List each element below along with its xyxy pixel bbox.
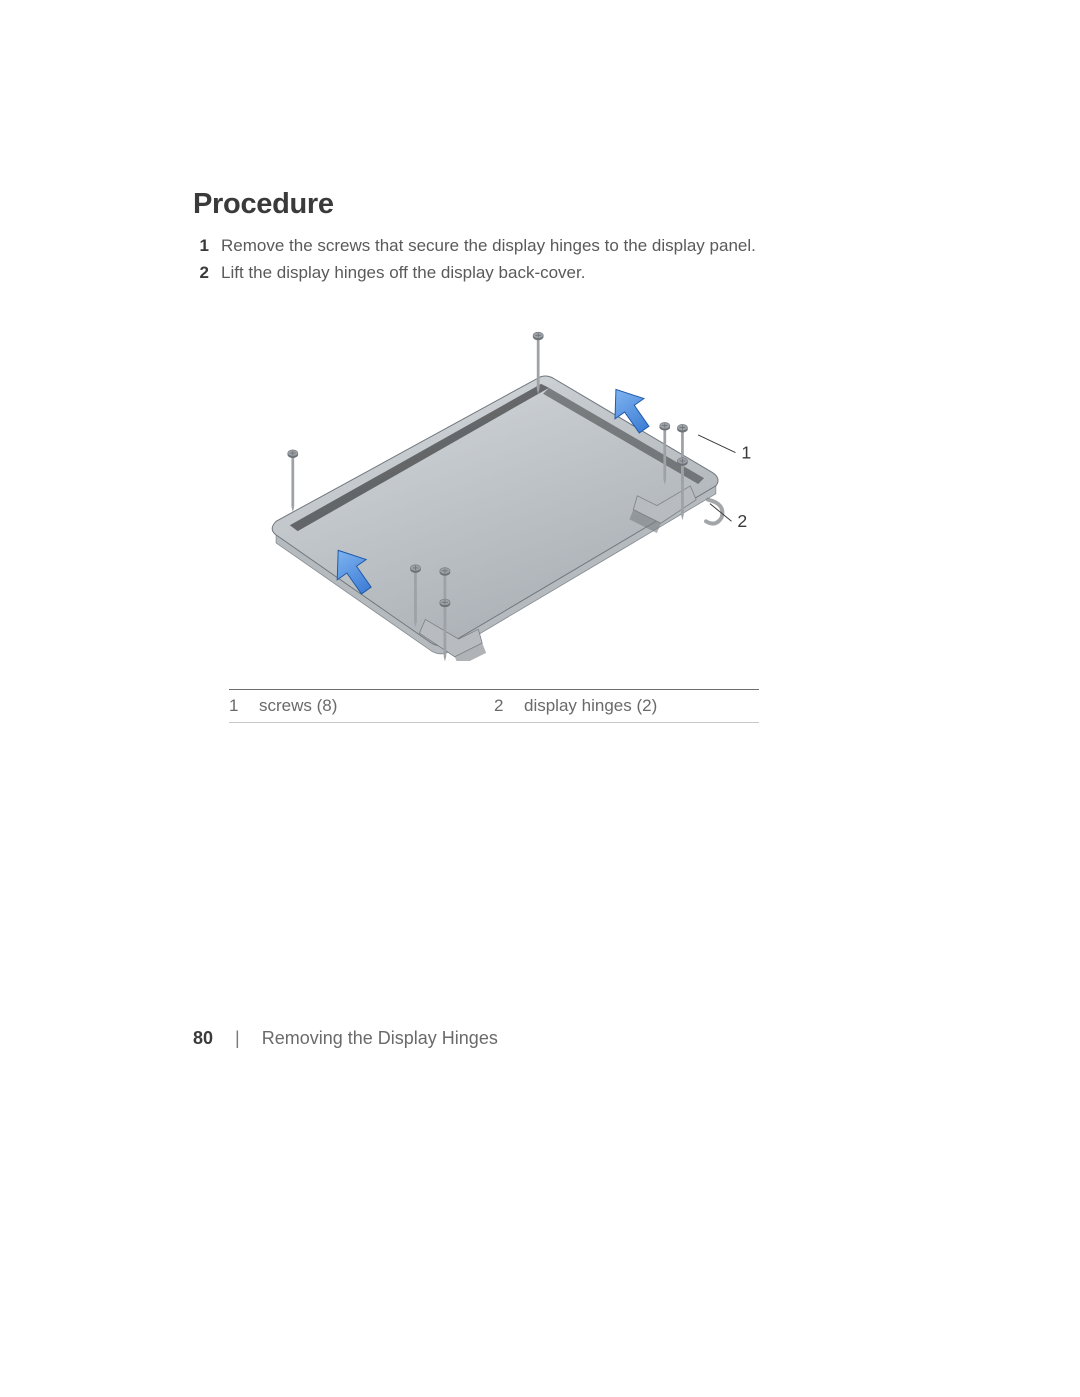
step-2-text: Lift the display hinges off the display … — [221, 262, 893, 285]
svg-text:2: 2 — [737, 511, 747, 531]
page-footer: 80 | Removing the Display Hinges — [193, 1028, 498, 1049]
step-1-number: 1 — [193, 235, 221, 258]
page-content: Procedure 1 Remove the screws that secur… — [193, 188, 893, 723]
diagram-svg: 12 — [229, 307, 759, 661]
footer-page-number: 80 — [193, 1028, 213, 1049]
procedure-steps: 1 Remove the screws that secure the disp… — [193, 235, 893, 285]
display-hinge-diagram: 12 — [229, 307, 759, 661]
legend-1-num: 1 — [229, 696, 259, 716]
step-1: 1 Remove the screws that secure the disp… — [193, 235, 893, 258]
legend-1-label: screws (8) — [259, 696, 494, 716]
legend-2-num: 2 — [494, 696, 524, 716]
step-1-text: Remove the screws that secure the displa… — [221, 235, 893, 258]
svg-text:1: 1 — [741, 442, 751, 462]
footer-section-title: Removing the Display Hinges — [262, 1028, 498, 1049]
footer-separator: | — [235, 1028, 240, 1049]
step-2-number: 2 — [193, 262, 221, 285]
procedure-heading: Procedure — [193, 188, 893, 221]
legend-2-label: display hinges (2) — [524, 696, 759, 716]
step-2: 2 Lift the display hinges off the displa… — [193, 262, 893, 285]
figure-legend: 1 screws (8) 2 display hinges (2) — [229, 689, 759, 723]
